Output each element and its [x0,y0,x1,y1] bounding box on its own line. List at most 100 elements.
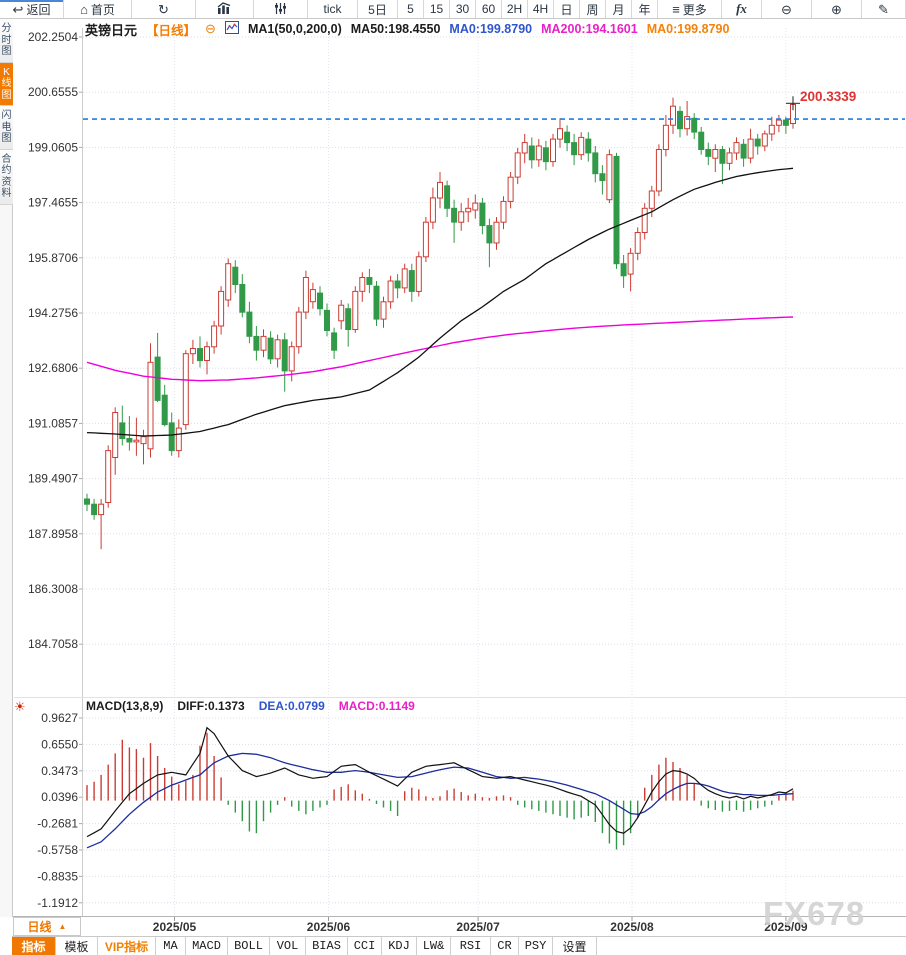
svg-text:192.6806: 192.6806 [28,361,78,375]
toolbar-item-period-15[interactable]: 15 [424,0,450,18]
toolbar-item-period-year[interactable]: 年 [632,0,658,18]
period-dropdown-label: 日线 [27,920,52,934]
toolbar-item-period-2h[interactable]: 2H [502,0,528,18]
svg-text:189.4907: 189.4907 [28,472,78,486]
menu-icon: ≡ [672,1,680,17]
sliders-icon [274,2,287,17]
toolbar-item-zoom-out[interactable]: ⊖ [762,0,812,18]
toolbar-item-label: 更多 [682,2,707,17]
period-label: 【日线】 [146,23,197,38]
bottom-tab-15[interactable]: 设置 [553,937,597,955]
toolbar-item-label: 5 [407,2,414,16]
toolbar-item-period-60[interactable]: 60 [476,0,502,18]
macd-macd-value: MACD:0.1149 [338,699,415,713]
ma0-value-blue: MA0:199.8790 [449,22,533,36]
toolbar-item-label: 返回 [26,2,51,17]
last-price-marker: 200.3339 [786,89,856,111]
ma0-value-orange: MA0:199.8790 [646,22,730,36]
ma-params: MA1(50,0,200,0) [247,22,342,36]
bottom-tab-12[interactable]: RSI [451,937,491,955]
toolbar-item-label: 2H [506,2,523,16]
ma-lines [86,167,794,437]
chevron-up-icon: ▲ [58,922,67,931]
toolbar-item-indicator-settings[interactable] [254,0,308,18]
tabbar-filler [597,937,906,955]
ma50-value: MA50:198.4550 [350,22,441,36]
sidebar-tab-3[interactable]: 闪电图 [0,106,13,150]
bottom-tab-9[interactable]: CCI [348,937,382,955]
toolbar-item-period-30[interactable]: 30 [450,0,476,18]
bottom-tab-13[interactable]: CR [491,937,519,955]
svg-text:184.7058: 184.7058 [28,637,78,651]
bottom-tab-3[interactable]: VIP指标 [98,937,156,955]
svg-text:-0.8835: -0.8835 [37,869,78,883]
bottom-tab-2[interactable]: 模板 [56,937,98,955]
period-dropdown[interactable]: 日线 ▲ [13,917,81,936]
sidebar-tab-1[interactable]: 分时图 [0,19,13,63]
toolbar-item-more[interactable]: ≡ 更多 [658,0,722,18]
toolbar-item-label: 月 [612,2,625,17]
bottom-tab-11[interactable]: LW& [417,937,451,955]
macd-dea-value: DEA:0.0799 [258,699,325,713]
toolbar-item-label: 日 [560,2,573,17]
bottom-tab-1[interactable]: 指标 [12,937,56,955]
chart-type-sidebar: 分时图 K线图 闪电图 合约资料 [0,19,13,917]
fx-label: fx [736,1,747,16]
svg-text:186.3008: 186.3008 [28,582,78,596]
bottom-tab-14[interactable]: PSY [519,937,553,955]
svg-text:194.2756: 194.2756 [28,306,78,320]
draw-icon: ✎ [878,1,889,17]
toolbar-item-label: 年 [638,2,651,17]
indicator-settings-sun-icon[interactable]: ☀ [14,699,26,714]
toolbar-item-zoom-in[interactable]: ⊕ [812,0,862,18]
remove-indicator-icon[interactable]: ⊖ [205,21,216,36]
macd-diff-value: DIFF:0.1373 [177,699,245,713]
svg-text:2025/08: 2025/08 [610,920,654,934]
macd-header: MACD(13,8,9) DIFF:0.1373 DEA:0.0799 MACD… [86,699,415,713]
bottom-tab-5[interactable]: MACD [186,937,228,955]
toolbar-item-period-4h[interactable]: 4H [528,0,554,18]
sidebar-tab-2[interactable]: K线图 [0,62,13,106]
svg-text:0.9627: 0.9627 [41,711,78,725]
toolbar-item-period-day[interactable]: 日 [554,0,580,18]
macd-title: MACD(13,8,9) [86,699,164,713]
toolbar-item-home[interactable]: ⌂ 首页 [64,0,132,18]
svg-text:197.4655: 197.4655 [28,196,78,210]
svg-text:-1.1912: -1.1912 [37,896,78,910]
toolbar-item-draw[interactable]: ✎ [862,0,906,18]
toolbar-item-fx[interactable]: fx [722,0,762,18]
sidebar-tab-4[interactable]: 合约资料 [0,149,13,205]
bottom-tab-7[interactable]: VOL [270,937,306,955]
kline-mini-icon[interactable] [224,21,239,37]
toolbar-item-label: tick [323,2,342,16]
svg-text:195.8706: 195.8706 [28,251,78,265]
svg-text:2025/07: 2025/07 [456,920,500,934]
svg-text:199.0605: 199.0605 [28,140,78,154]
refresh-icon: ↻ [158,1,169,17]
toolbar-item-label: 4H [532,2,549,16]
bottom-tab-8[interactable]: BIAS [306,937,348,955]
symbol-name: 英镑日元 [85,22,138,38]
macd-plot[interactable] [86,726,794,850]
chart-title-row: 英镑日元 【日线】 ⊖ MA1(50,0,200,0) MA50:198.455… [85,21,730,38]
svg-text:187.8958: 187.8958 [28,527,78,541]
svg-text:0.6550: 0.6550 [41,737,78,751]
bottom-tab-6[interactable]: BOLL [228,937,270,955]
toolbar-item-refresh[interactable]: ↻ [132,0,196,18]
toolbar-item-label: 30 [455,2,470,16]
toolbar-item-tick[interactable]: tick [308,0,358,18]
toolbar-item-period-week[interactable]: 周 [580,0,606,18]
svg-text:2025/09: 2025/09 [764,920,808,934]
bottom-tab-4[interactable]: MA [156,937,186,955]
toolbar-item-period-month[interactable]: 月 [606,0,632,18]
toolbar-item-range-5d[interactable]: 5日 [358,0,398,18]
back-icon: ↩ [12,1,24,17]
candlestick-plot[interactable] [84,97,796,550]
toolbar-item-period-5[interactable]: 5 [398,0,424,18]
bottom-tab-10[interactable]: KDJ [382,937,417,955]
toolbar-item-label: 60 [481,2,496,16]
toolbar-item-back[interactable]: ↩ 返回 [0,0,64,18]
toolbar-item-chart-type[interactable] [196,0,254,18]
